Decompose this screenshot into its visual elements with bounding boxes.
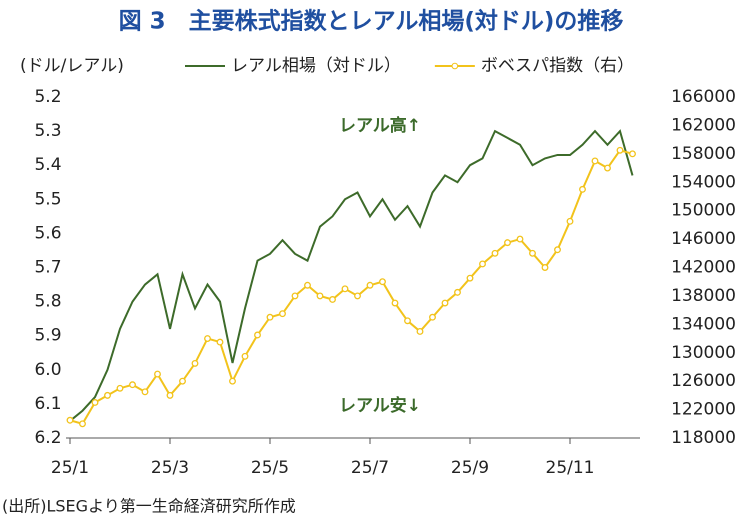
point (166, 391, 174, 399)
x-tick-label: 25/7 (351, 458, 389, 478)
point (416, 327, 424, 335)
point (304, 281, 311, 289)
y2-tick-label: 166000 (671, 87, 736, 107)
point (66, 416, 74, 424)
series-line (69, 129, 634, 422)
point (204, 335, 211, 342)
point (316, 292, 324, 300)
point (116, 384, 124, 392)
y-tick-label: 5.3 (34, 121, 61, 141)
point (604, 164, 611, 172)
point (516, 235, 524, 243)
legend-label: レアル相場（対ドル） (231, 56, 401, 76)
y-tick-label: 6.0 (34, 360, 61, 380)
point (329, 296, 336, 303)
y2-tick-label: 130000 (671, 343, 736, 363)
point (441, 299, 449, 307)
y-tick-label: 5.7 (34, 258, 61, 278)
x-tick-label: 25/11 (546, 458, 595, 478)
point (504, 239, 511, 247)
point (141, 388, 149, 396)
point (629, 150, 636, 158)
point (216, 338, 224, 346)
chart-title: 図 3 主要株式指数とレアル相場(対ドル)の推移 (119, 9, 624, 35)
point (479, 260, 486, 268)
x-tick-label: 25/1 (51, 458, 89, 478)
point (341, 285, 349, 293)
y-tick-label: 6.1 (34, 394, 61, 414)
point (266, 313, 274, 321)
point (554, 246, 561, 254)
y2-tick-label: 158000 (671, 144, 736, 164)
y2-tick-label: 118000 (671, 428, 736, 448)
point (566, 217, 574, 225)
annotation: レアル高↑ (339, 115, 421, 136)
point (229, 377, 236, 385)
y-tick-label: 5.5 (34, 189, 61, 209)
point (541, 264, 549, 271)
y-tick-label: 5.8 (34, 292, 61, 312)
y2-tick-label: 150000 (671, 201, 736, 221)
y-tick-label: 5.2 (34, 87, 61, 107)
y2-tick-label: 146000 (671, 229, 736, 249)
legend-label: ボベスパ指数（右） (481, 56, 634, 76)
y2-tick-label: 138000 (671, 286, 736, 306)
y-tick-label: 6.2 (34, 428, 61, 448)
y2-tick-label: 154000 (671, 172, 736, 192)
point (354, 292, 361, 300)
point (279, 310, 286, 318)
point (291, 292, 299, 300)
y-tick-label: 5.4 (34, 155, 61, 175)
point (404, 317, 411, 325)
y2-tick-label: 162000 (671, 115, 736, 135)
point (616, 146, 624, 154)
legend-marker (451, 62, 459, 70)
point (491, 249, 499, 257)
annotation: レアル安↓ (339, 395, 421, 416)
y-tick-label: 5.9 (34, 326, 61, 346)
point (179, 377, 186, 385)
point (254, 331, 261, 339)
x-tick-label: 25/5 (251, 458, 289, 478)
y-axis-label: (ドル/レアル) (20, 56, 124, 76)
point (129, 381, 136, 389)
y2-tick-label: 134000 (671, 314, 736, 334)
point (429, 313, 436, 321)
point (79, 420, 86, 428)
point (529, 249, 536, 257)
point (366, 281, 374, 289)
y2-tick-label: 142000 (671, 258, 736, 278)
y-tick-label: 5.6 (34, 223, 61, 243)
point (579, 185, 586, 193)
source-note: (出所)LSEGより第一生命経済研究所作成 (2, 497, 296, 516)
point (379, 278, 386, 286)
point (91, 399, 99, 406)
point (241, 352, 249, 360)
point (104, 391, 111, 399)
point (154, 370, 161, 378)
series-line (69, 149, 633, 425)
point (191, 359, 199, 367)
y2-tick-label: 126000 (671, 371, 736, 391)
point (391, 299, 399, 307)
point (591, 157, 599, 165)
y2-tick-label: 122000 (671, 400, 736, 420)
x-tick-label: 25/9 (451, 458, 489, 478)
point (454, 288, 461, 296)
x-tick-label: 25/3 (151, 458, 189, 478)
point (466, 274, 474, 282)
